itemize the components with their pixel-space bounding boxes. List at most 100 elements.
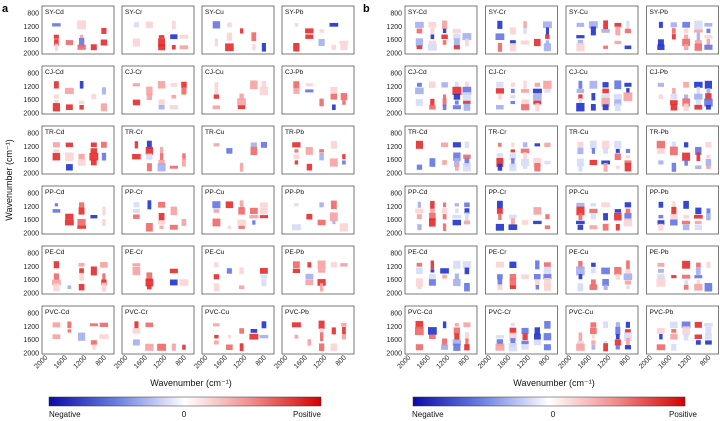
panel-a-y-axis-label: Wavenumber (cm⁻¹)	[4, 139, 14, 220]
panel-b-grid: SY-Cd SY-Cr SY-Cu SY-Pb800120016002000CJ-Cd…	[386, 5, 719, 370]
panel-label: PVC-Cd	[45, 309, 70, 316]
heatmap-panel-b-5-2: PVC-Cu	[565, 305, 639, 355]
panel-label: PP-Cr	[489, 189, 508, 196]
heatmap-panel-a-1-3: CJ-Pb	[281, 65, 355, 115]
panel-label: CJ-Pb	[285, 69, 304, 76]
panel-label: PE-Cd	[45, 249, 65, 256]
heatmap-panel-b-2-0: TR-Cd	[404, 125, 478, 175]
panel-label: TR-Cu	[569, 129, 589, 136]
heatmap-panel-a-5-3: PVC-Pb	[281, 305, 355, 355]
panel-label: CJ-Cu	[569, 69, 588, 76]
panel-label: SY-Cd	[45, 9, 64, 16]
heatmap-panel-a-3-2: PP-Cu	[201, 185, 275, 235]
y-tick-label: 800	[27, 11, 39, 18]
heatmap-panel-b-1-1: CJ-Cr	[485, 65, 558, 115]
x-tick-label: 1600	[293, 354, 309, 370]
heatmap-panel-b-4-0: PE-Cd	[404, 245, 478, 295]
panel-label: PE-Cd	[408, 249, 428, 256]
y-tick-label: 1600	[386, 97, 402, 104]
y-tick-label: 2000	[23, 110, 39, 117]
panel-label: SY-Cd	[408, 9, 427, 16]
x-tick-label: 1200	[312, 354, 328, 370]
heatmap-panel-b-5-1: PVC-Cr	[485, 305, 558, 355]
y-tick-label: 1200	[386, 24, 402, 31]
y-tick-label: 2000	[386, 230, 402, 237]
panel-label: CJ-Cr	[125, 69, 143, 76]
y-tick-label: 1200	[386, 84, 402, 91]
heatmap-panel-b-3-3: PP-Pb	[646, 185, 719, 235]
heatmap-panel-a-0-1: SY-Cr	[121, 5, 195, 55]
heatmap-panel-a-3-0: PP-Cd	[41, 185, 115, 235]
x-tick-label: 2000	[273, 354, 289, 370]
heatmap-panel-a-5-2: PVC-Cu	[201, 305, 275, 355]
y-tick-label: 1600	[23, 337, 39, 344]
x-tick-label: 2000	[638, 354, 654, 370]
panel-label: TR-Pb	[650, 129, 669, 136]
heatmap-panel-a-5-1: PVC-Cr	[121, 305, 195, 355]
x-tick-label: 2000	[557, 354, 573, 370]
y-tick-label: 2000	[386, 50, 402, 57]
x-tick-label: 1200	[516, 354, 532, 370]
panel-label: PE-Cr	[125, 249, 144, 256]
y-tick-label: 1200	[386, 204, 402, 211]
x-tick-label: 1600	[496, 354, 512, 370]
heatmap-panel-b-1-3: CJ-Pb	[646, 65, 719, 115]
colorbar-a-negative-label: Negative	[49, 410, 81, 419]
y-tick-label: 1200	[23, 324, 39, 331]
heatmap-panel-a-1-0: CJ-Cd	[41, 65, 115, 115]
panel-label: PVC-Cr	[489, 309, 513, 316]
heatmap-panel-a-5-0: PVC-Cd	[41, 305, 115, 355]
y-tick-label: 800	[390, 71, 402, 78]
colorbar-b	[412, 396, 686, 407]
heatmap-panel-a-2-2: TR-Cu	[201, 125, 275, 175]
y-tick-label: 1600	[386, 277, 402, 284]
panel-label: PVC-Cu	[569, 309, 594, 316]
panel-label: PE-Cr	[489, 249, 508, 256]
heatmap-panel-a-4-2: PE-Cu	[201, 245, 275, 295]
y-tick-label: 2000	[23, 290, 39, 297]
y-tick-label: 2000	[23, 350, 39, 357]
x-tick-label: 1200	[232, 354, 248, 370]
panel-label: TR-Cr	[489, 129, 508, 136]
panel-label: PE-Cu	[569, 249, 589, 256]
colorbar-b-positive-label: Positive	[669, 410, 698, 419]
y-tick-label: 1600	[23, 37, 39, 44]
y-tick-label: 1600	[386, 157, 402, 164]
y-tick-label: 1200	[23, 204, 39, 211]
heatmap-panel-b-5-3: PVC-Pb	[646, 305, 719, 355]
colorbar-a	[48, 396, 322, 407]
x-tick-label: 800	[95, 354, 108, 367]
panel-label: SY-Cu	[569, 9, 588, 16]
y-tick-label: 2000	[23, 50, 39, 57]
heatmap-panel-a-4-3: PE-Pb	[281, 245, 355, 295]
x-tick-label: 1600	[53, 354, 69, 370]
y-tick-label: 800	[390, 191, 402, 198]
panel-label: PVC-Cd	[408, 309, 433, 316]
y-tick-label: 800	[390, 251, 402, 258]
y-tick-label: 1600	[23, 277, 39, 284]
heatmap-panel-a-4-1: PE-Cr	[121, 245, 195, 295]
panel-label: CJ-Cr	[489, 69, 507, 76]
heatmap-panel-a-2-1: TR-Cr	[121, 125, 195, 175]
colorbar-b-zero-label: 0	[551, 410, 556, 419]
x-tick-label: 800	[619, 354, 632, 367]
panel-a-grid: SY-Cd SY-Cr SY-Cu SY-Pb800120016002000CJ-Cd…	[23, 5, 355, 370]
panel-label: SY-Cu	[205, 9, 224, 16]
y-tick-label: 800	[27, 311, 39, 318]
y-tick-label: 800	[390, 311, 402, 318]
panel-label: PE-Pb	[650, 249, 669, 256]
heatmap-panel-a-1-1: CJ-Cr	[121, 65, 195, 115]
panel-label: CJ-Cd	[408, 69, 427, 76]
x-tick-label: 800	[335, 354, 348, 367]
heatmap-panel-a-2-0: TR-Cd	[41, 125, 115, 175]
heatmap-panel-b-3-2: PP-Cu	[565, 185, 639, 235]
x-tick-label: 800	[699, 354, 712, 367]
panel-label: PP-Pb	[650, 189, 669, 196]
y-tick-label: 2000	[386, 170, 402, 177]
x-tick-label: 1200	[152, 354, 168, 370]
x-tick-label: 1200	[596, 354, 612, 370]
x-tick-label: 1600	[416, 354, 432, 370]
colorbar-a-zero-label: 0	[182, 410, 187, 419]
y-tick-label: 800	[390, 11, 402, 18]
